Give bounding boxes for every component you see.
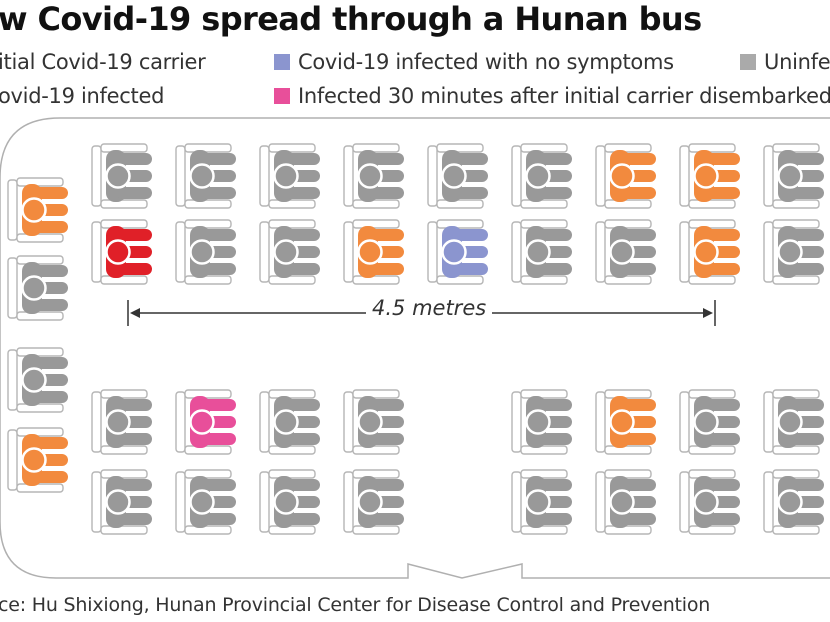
- legend-carrier-label: itial Covid-19 carrier: [0, 50, 206, 74]
- measurement-label: 4.5 metres: [366, 296, 493, 320]
- lower-row2-seat-6: [511, 469, 572, 535]
- upper-row1-seat-3: [259, 143, 320, 209]
- side-seat-3: [7, 347, 68, 413]
- upper-row1-seat-7: [595, 143, 656, 209]
- legend-uninfected-swatch: [740, 54, 756, 70]
- upper-row1-seat-8: [679, 143, 740, 209]
- lower-row1-seat-8: [679, 389, 740, 455]
- upper-row1-seat-5: [427, 143, 488, 209]
- lower-row1-seat-6: [511, 389, 572, 455]
- seats-layer: [7, 143, 824, 535]
- upper-row2-seat-9: [763, 219, 824, 285]
- lower-row1-seat-2: [175, 389, 236, 455]
- lower-row2-seat-1: [91, 469, 152, 535]
- upper-row2-seat-6: [511, 219, 572, 285]
- lower-row1-seat-1: [91, 389, 152, 455]
- upper-row2-seat-1: [91, 219, 152, 285]
- upper-row1-seat-9: [763, 143, 824, 209]
- legend-late-label: Infected 30 minutes after initial carrie…: [298, 84, 830, 108]
- lower-row2-seat-7: [595, 469, 656, 535]
- upper-row2-seat-7: [595, 219, 656, 285]
- upper-row1-seat-1: [91, 143, 152, 209]
- legend-asymptomatic-label: Covid-19 infected with no symptoms: [298, 50, 674, 74]
- lower-row2-seat-8: [679, 469, 740, 535]
- legend-asymptomatic: Covid-19 infected with no symptoms: [274, 50, 674, 74]
- lower-row2-seat-3: [259, 469, 320, 535]
- lower-row2-seat-9: [763, 469, 824, 535]
- legend-infected-label: ovid-19 infected: [0, 84, 165, 108]
- side-seat-4: [7, 427, 68, 493]
- lower-row1-seat-9: [763, 389, 824, 455]
- legend-infected: ovid-19 infected: [0, 84, 164, 108]
- lower-row2-seat-4: [343, 469, 404, 535]
- upper-row1-seat-6: [511, 143, 572, 209]
- measure-line-right-arrow: [703, 308, 713, 318]
- upper-row2-seat-5: [427, 219, 488, 285]
- upper-row2-seat-2: [175, 219, 236, 285]
- legend-uninfected: Uninfe: [740, 50, 830, 74]
- legend-asymptomatic-swatch: [274, 54, 290, 70]
- upper-row1-seat-2: [175, 143, 236, 209]
- legend-uninfected-label: Uninfe: [764, 50, 830, 74]
- legend-late-swatch: [274, 88, 290, 104]
- lower-row1-seat-4: [343, 389, 404, 455]
- source-text: ce: Hu Shixiong, Hunan Provincial Center…: [0, 594, 711, 616]
- legend-late: Infected 30 minutes after initial carrie…: [274, 84, 830, 108]
- legend-carrier: itial Covid-19 carrier: [0, 50, 206, 74]
- lower-row1-seat-7: [595, 389, 656, 455]
- side-seat-2: [7, 255, 68, 321]
- diagram-title: w Covid-19 spread through a Hunan bus: [0, 0, 702, 38]
- upper-row2-seat-8: [679, 219, 740, 285]
- measure-line-left-arrow: [130, 308, 140, 318]
- lower-row1-seat-3: [259, 389, 320, 455]
- lower-row2-seat-2: [175, 469, 236, 535]
- upper-row1-seat-4: [343, 143, 404, 209]
- upper-row2-seat-3: [259, 219, 320, 285]
- bus-outline: [0, 117, 830, 579]
- upper-row2-seat-4: [343, 219, 404, 285]
- side-seat-1: [7, 177, 68, 243]
